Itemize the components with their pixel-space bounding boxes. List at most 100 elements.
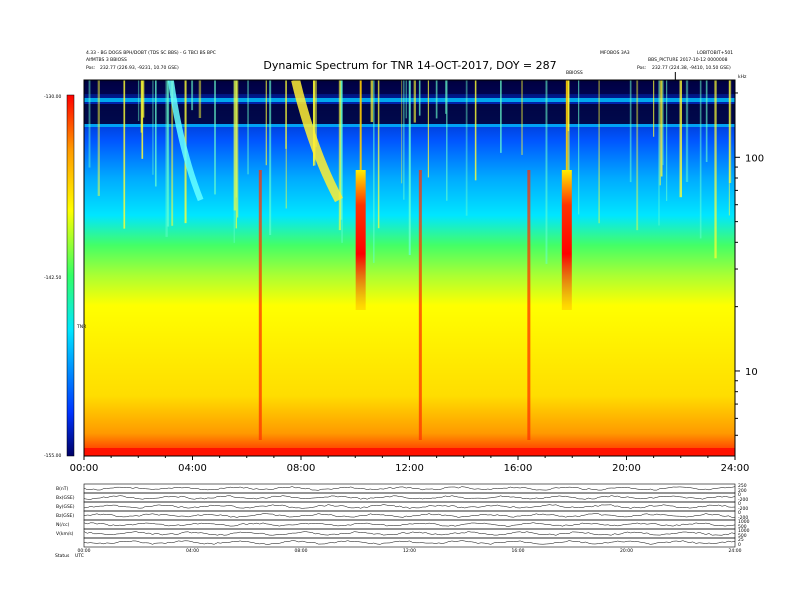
spectrogram-features — [84, 80, 735, 456]
lower-row-tick: 0 — [738, 492, 741, 498]
lower-x-tick-label: 12:00 — [403, 548, 416, 554]
lower-row-trace — [83, 486, 736, 491]
vertical-streak — [660, 80, 663, 177]
vertical-streak — [97, 80, 100, 196]
spectrogram-streaks — [84, 80, 735, 264]
lower-row-tick: -200 — [738, 497, 748, 503]
vertical-streak — [123, 80, 126, 229]
x-axis: 00:00 04:00 08:00 12:00 16:00 20:00 24:00 — [70, 456, 749, 474]
vertical-streak — [636, 80, 639, 231]
vertical-streak — [500, 80, 502, 153]
footer-utc-label: UTC — [75, 553, 84, 559]
header-right-line1b: LOBITOBIT+501 — [697, 50, 733, 56]
vertical-streak — [237, 80, 239, 218]
vertical-streak — [728, 80, 731, 216]
vertical-streak — [598, 80, 600, 224]
low-frequency-band — [84, 448, 735, 456]
colorbar-tick-bottom: -155.00 — [44, 453, 62, 459]
vertical-streak — [427, 80, 429, 178]
vertical-streak — [370, 80, 374, 123]
vertical-streak — [214, 80, 216, 195]
x-tick-label: 12:00 — [395, 463, 424, 474]
y-axis: 100 10 — [735, 92, 764, 436]
vertical-streak — [659, 80, 661, 186]
lower-x-tick-label: 24:00 — [729, 548, 742, 554]
vertical-streak — [403, 80, 405, 200]
lower-row-frame — [83, 528, 736, 539]
lower-row-tick: 200 — [738, 488, 747, 494]
lower-x-tick-label: 00:00 — [78, 548, 91, 554]
vertical-streak — [341, 80, 343, 243]
vertical-streak — [141, 80, 144, 159]
header-left-line1: 4.33 - BG DOGS BPH/DOBT (TDS SC BBS) - G… — [86, 50, 216, 56]
vertical-streak — [233, 80, 237, 211]
vertical-streak — [235, 80, 238, 229]
colorbar — [66, 94, 75, 457]
lower-row-trace — [83, 540, 736, 545]
lower-row-label: Bx(GSE) — [56, 495, 75, 501]
lower-panel: B(nT)250200Bx(GSE)0-200By(GSE)0-200Bz(GS… — [56, 483, 750, 554]
lower-row-trace — [83, 495, 736, 500]
vertical-streak — [666, 80, 668, 201]
vertical-streak — [198, 80, 202, 119]
vertical-streak — [521, 80, 523, 155]
vertical-streak — [578, 80, 580, 215]
lower-row-tick: -200 — [738, 506, 748, 512]
spectrogram-plot — [84, 80, 735, 456]
vertical-streak — [401, 80, 403, 184]
vertical-streak — [265, 80, 267, 166]
lower-row-tick: 0 — [738, 501, 741, 507]
lower-row-label: By(GSE) — [56, 504, 75, 510]
lower-row-tick: 0 — [738, 542, 741, 548]
lower-row-label: N(/cc) — [56, 522, 70, 528]
vertical-streak — [705, 80, 708, 162]
vertical-streak — [315, 80, 317, 147]
vertical-streak — [545, 80, 548, 264]
colorbar-tick-mid: -142.50 — [44, 275, 62, 281]
vertical-streak — [405, 80, 408, 119]
vertical-streak — [373, 80, 375, 263]
vertical-streak — [269, 80, 272, 236]
lower-row-tick: 1000 — [738, 519, 750, 525]
y-tick-label: 100 — [745, 153, 764, 164]
lower-row-tick: 25 — [738, 537, 744, 543]
x-tick-label: 00:00 — [70, 463, 99, 474]
header-right-line2: BBS_PICTURE 2017-10-12 0000008 — [648, 57, 728, 63]
lower-row-frame — [83, 537, 736, 548]
lower-row-label: Bz(GSE) — [56, 513, 74, 519]
vertical-streak — [445, 80, 447, 114]
x-tick-label: 16:00 — [504, 463, 533, 474]
radio-burst — [527, 170, 531, 440]
radio-burst — [561, 170, 572, 310]
lower-row-frame — [83, 483, 736, 494]
header-left-line2: AlfMTBS 3 BBIOSS — [86, 57, 127, 63]
vertical-streak — [567, 80, 570, 195]
vertical-streak — [313, 80, 316, 166]
lower-row-frame — [83, 492, 736, 503]
header-left-pos-label: Pos: — [86, 65, 95, 71]
radio-burst — [258, 170, 262, 440]
vertical-streak — [658, 80, 660, 226]
vertical-streak — [629, 80, 632, 183]
header-right-pos-label: Pos: — [637, 65, 646, 71]
vertical-streak — [679, 80, 683, 198]
lower-row-tick: 0 — [738, 510, 741, 516]
vertical-streak — [446, 80, 448, 201]
x-tick-label: 04:00 — [178, 463, 207, 474]
vertical-streak — [662, 80, 664, 166]
lower-row-label: V(km/s) — [56, 531, 74, 537]
vertical-streak — [413, 80, 416, 123]
lower-row-frame — [83, 519, 736, 530]
footer-status-label: Status — [55, 553, 70, 559]
lower-row-trace — [83, 522, 736, 527]
chart-title: Dynamic Spectrum for TNR 14-OCT-2017, DO… — [263, 59, 556, 72]
vertical-streak — [699, 80, 702, 239]
vertical-streak — [377, 80, 380, 229]
lower-row-trace — [83, 513, 736, 518]
vertical-streak — [137, 80, 140, 121]
lower-x-tick-label: 16:00 — [512, 548, 525, 554]
lower-row-label: B(nT) — [56, 486, 68, 492]
vertical-streak — [154, 80, 157, 187]
vertical-streak — [166, 80, 170, 227]
colorbar-tick-top: -130.00 — [44, 94, 62, 100]
